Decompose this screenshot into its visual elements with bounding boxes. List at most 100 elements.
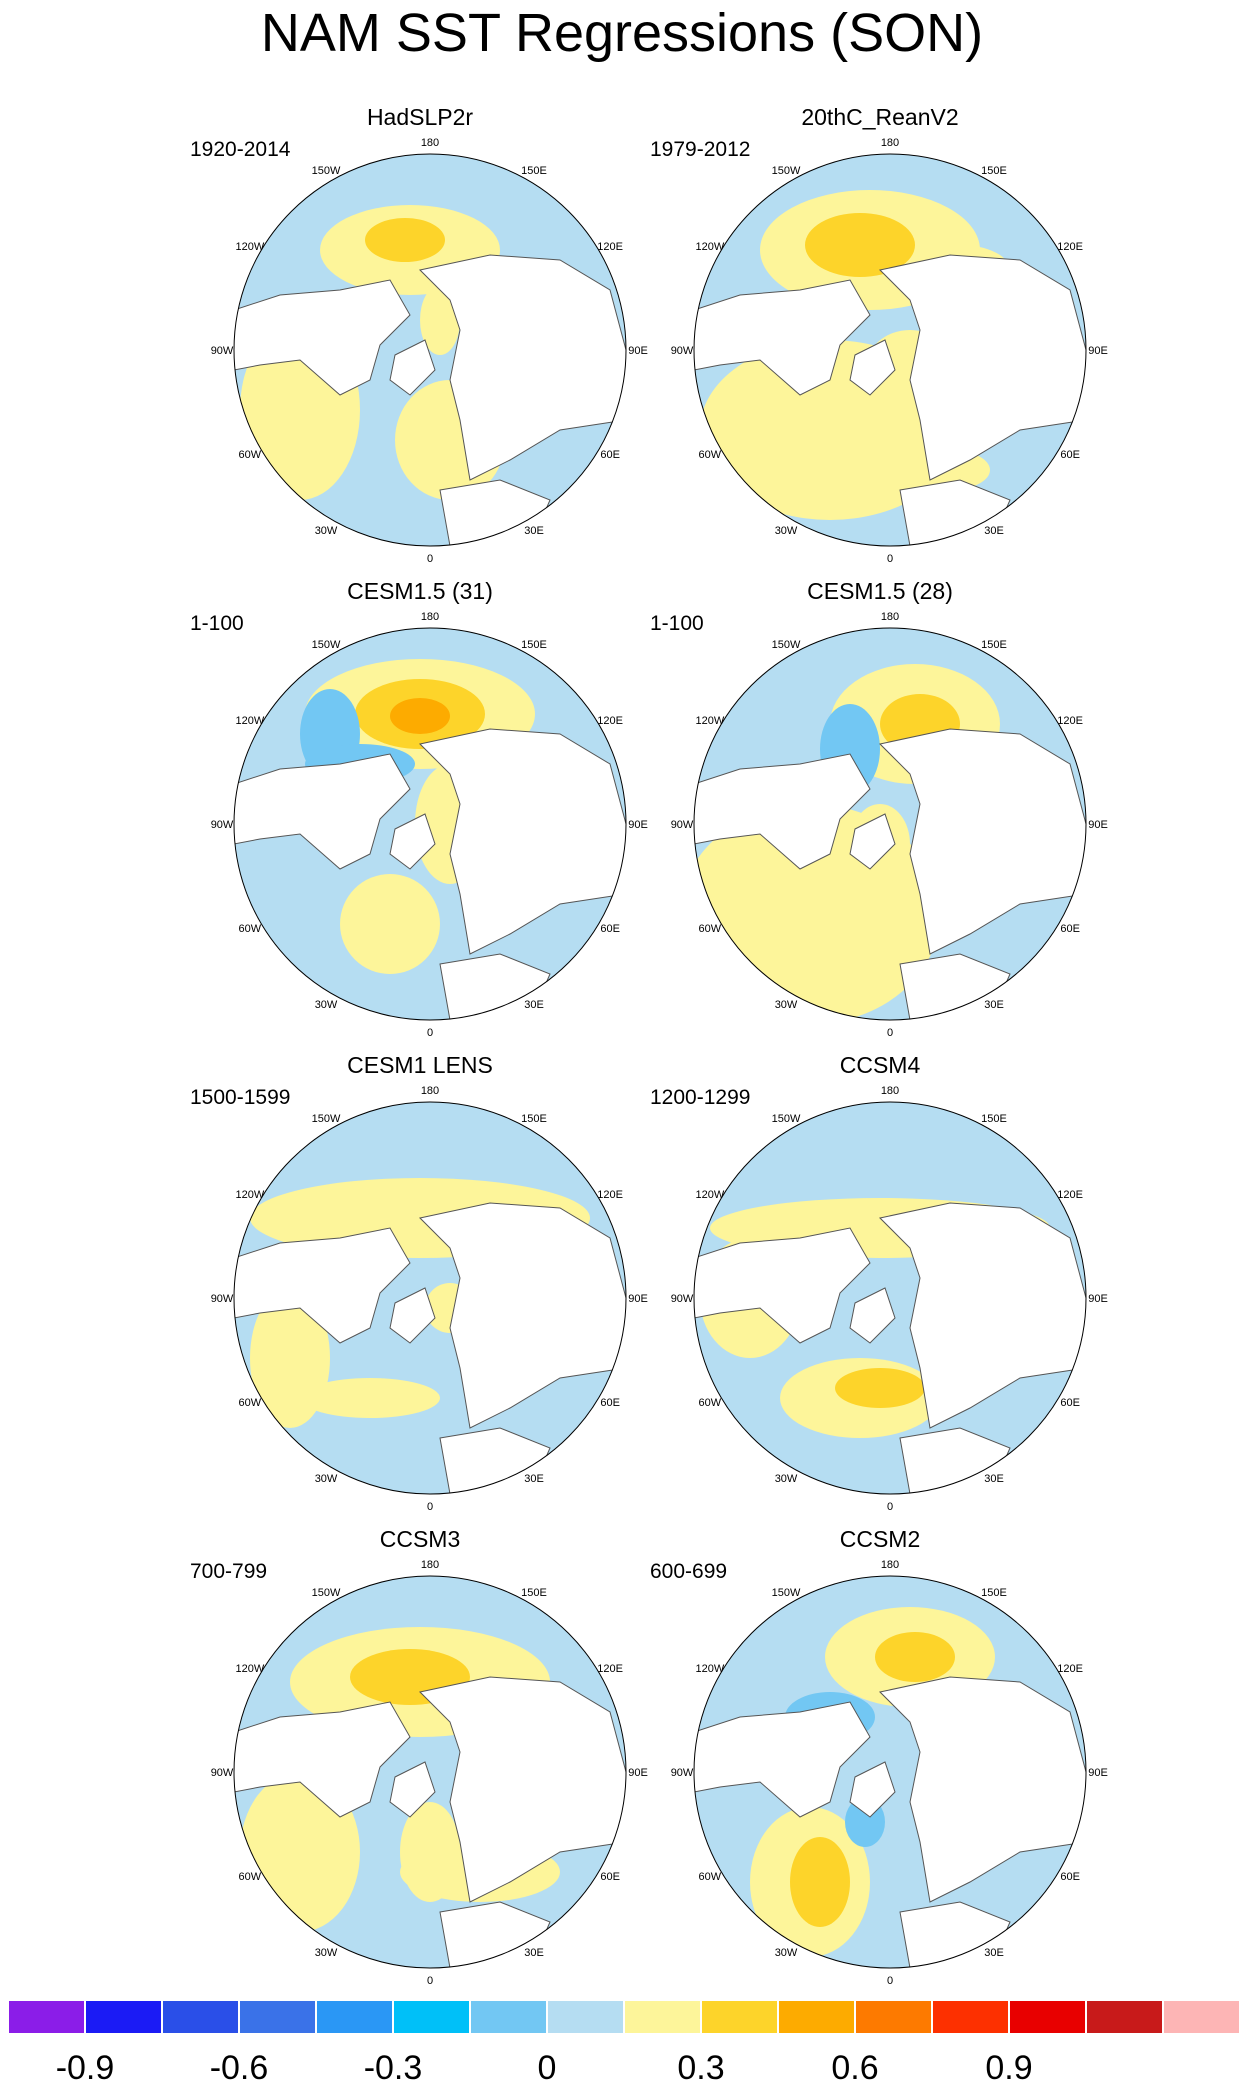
longitude-label: 150E — [521, 1587, 547, 1599]
land-mass — [234, 753, 411, 870]
colorbar-label: 0.9 — [985, 2049, 1033, 2087]
longitude-label: 60W — [239, 923, 262, 935]
panel-title: CESM1 LENS — [347, 1052, 493, 1078]
longitude-label: 30E — [524, 1473, 544, 1485]
colorbar-box — [1009, 2000, 1086, 2034]
longitude-label: 90E — [628, 345, 648, 357]
sst-anomaly-region — [420, 285, 460, 355]
longitude-label: 150W — [312, 165, 341, 177]
longitude-label: 120E — [1057, 241, 1083, 253]
land-mass — [694, 1227, 871, 1344]
polar-map: 180 150E 120E 90E 60E 30E 0 30W 60W 90W 120W 150W — [211, 1559, 648, 1987]
longitude-label: 120E — [1057, 1663, 1083, 1675]
colorbar-label: -0.3 — [363, 2049, 423, 2087]
longitude-label: 150E — [981, 1113, 1007, 1125]
longitude-label: 180 — [881, 611, 899, 623]
sst-anomaly-region — [390, 698, 450, 734]
longitude-label: 180 — [421, 1559, 439, 1571]
longitude-label: 30E — [984, 999, 1004, 1011]
map-border — [233, 1101, 627, 1495]
panel-period: 1920-2014 — [190, 138, 291, 161]
panel-title: CCSM2 — [839, 1526, 921, 1552]
longitude-label: 150E — [981, 1587, 1007, 1599]
land-mass — [234, 279, 411, 396]
longitude-label: 30E — [524, 999, 544, 1011]
longitude-label: 120E — [597, 1663, 623, 1675]
map-border — [693, 1101, 1087, 1495]
longitude-label: 30W — [315, 999, 338, 1011]
land-mass — [694, 279, 871, 396]
panel-period: 1979-2012 — [650, 138, 751, 161]
longitude-label: 90E — [628, 1767, 648, 1779]
longitude-label: 30W — [775, 999, 798, 1011]
colorbar-label: 0.3 — [677, 2049, 725, 2087]
colorbar-label: 0 — [537, 2049, 557, 2087]
colorbar — [8, 2000, 1240, 2036]
map-border — [693, 153, 1087, 547]
longitude-label: 90W — [211, 1767, 234, 1779]
longitude-label: 60E — [1060, 923, 1080, 935]
longitude-label: 180 — [421, 137, 439, 149]
longitude-label: 60W — [699, 1397, 722, 1409]
polar-map: 180 150E 120E 90E 60E 30E 0 30W 60W 90W 120W 150W — [671, 137, 1108, 565]
colorbar-label: -0.6 — [209, 2049, 269, 2087]
longitude-label: 0 — [887, 1501, 893, 1513]
longitude-label: 90W — [671, 819, 694, 831]
map-panel: CCSM3 700-799 180 150E 120E 90E 60E 30E 0 30W 60W 9… — [190, 1526, 650, 1987]
panel-title: CESM1.5 (31) — [347, 578, 493, 604]
land-mass — [878, 1202, 1086, 1429]
map-border — [233, 627, 627, 1021]
colorbar-box — [778, 2000, 855, 2034]
longitude-label: 60W — [699, 449, 722, 461]
longitude-label: 120W — [235, 1189, 264, 1201]
longitude-label: 120W — [235, 1663, 264, 1675]
longitude-label: 150E — [521, 1113, 547, 1125]
colorbar-box — [393, 2000, 470, 2034]
longitude-label: 0 — [887, 1027, 893, 1039]
polar-map: 180 150E 120E 90E 60E 30E 0 30W 60W 90W 120W 150W — [671, 1559, 1108, 1987]
sst-anomaly-region — [340, 874, 440, 974]
longitude-label: 30E — [984, 1947, 1004, 1959]
polar-map: 180 150E 120E 90E 60E 30E 0 30W 60W 90W 120W 150W — [211, 611, 648, 1039]
colorbar-box — [1086, 2000, 1163, 2034]
longitude-label: 150E — [981, 165, 1007, 177]
land-mass — [878, 1676, 1086, 1903]
longitude-label: 180 — [421, 1085, 439, 1097]
panel-period: 1-100 — [650, 612, 704, 635]
longitude-label: 90E — [1088, 345, 1108, 357]
land-mass — [418, 728, 626, 955]
longitude-label: 150W — [772, 165, 801, 177]
sst-anomaly-region — [875, 1632, 955, 1682]
map-panel: CCSM4 1200-1299 180 150E 120E 90E 60E 30E 0 30W 60… — [650, 1052, 1110, 1513]
colorbar-box — [855, 2000, 932, 2034]
longitude-label: 30W — [315, 1473, 338, 1485]
panel-period: 1-100 — [190, 612, 244, 635]
longitude-label: 150W — [312, 1587, 341, 1599]
longitude-label: 90E — [628, 819, 648, 831]
panel-period: 600-699 — [650, 1560, 728, 1583]
longitude-label: 180 — [881, 1085, 899, 1097]
land-mass — [849, 1287, 896, 1344]
longitude-label: 150W — [772, 639, 801, 651]
longitude-label: 150W — [772, 1587, 801, 1599]
land-mass — [418, 1676, 626, 1903]
longitude-label: 60W — [239, 1871, 262, 1883]
longitude-label: 120E — [1057, 1189, 1083, 1201]
panel-title: CCSM3 — [379, 1526, 461, 1552]
longitude-label: 150E — [521, 165, 547, 177]
longitude-label: 60W — [239, 1397, 262, 1409]
longitude-label: 90W — [211, 1293, 234, 1305]
polar-map: 180 150E 120E 90E 60E 30E 0 30W 60W 90W 120W 150W — [211, 1085, 648, 1513]
land-mass — [878, 728, 1086, 955]
longitude-label: 30W — [315, 1947, 338, 1959]
longitude-label: 120W — [695, 241, 724, 253]
land-mass — [878, 254, 1086, 481]
land-mass — [389, 813, 436, 870]
colorbar-box — [932, 2000, 1009, 2034]
longitude-label: 90E — [1088, 1767, 1108, 1779]
longitude-label: 60W — [699, 1871, 722, 1883]
map-panel: CCSM2 600-699 180 150E 120E 90E 60E 30E 0 30W 60W 9… — [650, 1526, 1110, 1987]
land-mass — [418, 1202, 626, 1429]
land-mass — [849, 813, 896, 870]
longitude-label: 60E — [600, 1871, 620, 1883]
